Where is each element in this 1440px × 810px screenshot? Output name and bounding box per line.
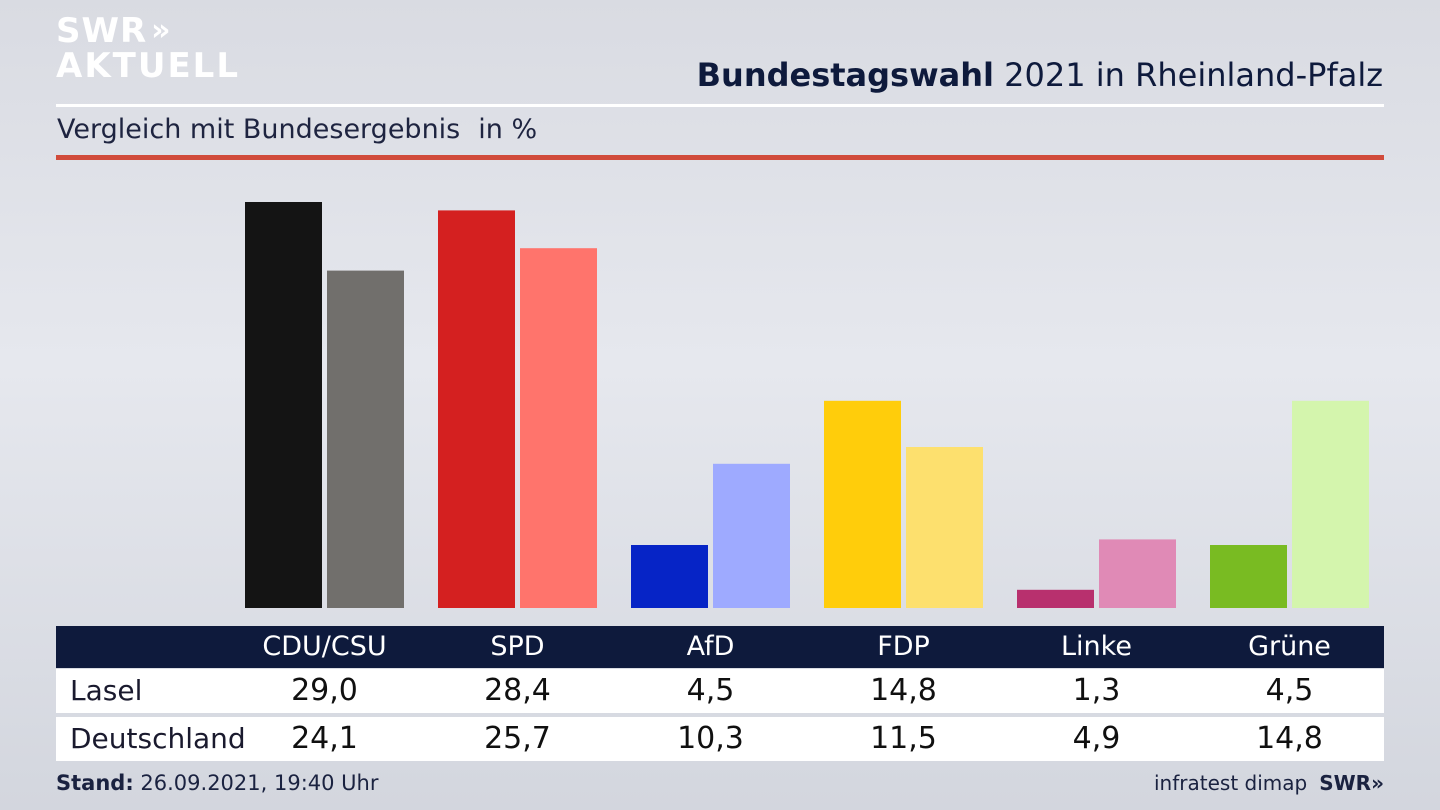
category-label-linke: Linke [1061,631,1132,662]
value-afd-deutschland: 10,3 [677,721,744,756]
chart-title-rest: 2021 in Rheinland-Pfalz [994,56,1383,94]
value-gr-ne-lasel: 4,5 [1265,673,1314,708]
chart-title-bold: Bundestagswahl [696,56,994,94]
bar-linke-lasel [1017,589,1094,608]
timestamp: Stand: 26.09.2021, 19:40 Uhr [56,771,379,795]
timestamp-label: Stand: [56,771,134,795]
bar-spd-lasel [438,210,515,608]
value-fdp-lasel: 14,8 [870,673,937,708]
table-row-deutschland: Deutschland 24,1 25,7 10,3 11,5 4,9 14,8 [56,717,1384,761]
bar-fdp-lasel [824,400,901,608]
bar-linke-deutschland [1099,539,1176,608]
value-gr-ne-deutschland: 14,8 [1256,721,1323,756]
logo-swr-text: SWR [56,11,148,51]
value-linke-lasel: 1,3 [1072,673,1121,708]
bar-cdu-csu-deutschland [327,270,404,608]
source-credit: infratest dimap SWR» [1154,771,1384,795]
subtitle-unit: in % [478,114,538,145]
table-row-lasel: Lasel 29,0 28,4 4,5 14,8 1,3 4,5 [56,669,1384,713]
category-label-spd: SPD [490,631,545,662]
timestamp-value: 26.09.2021, 19:40 Uhr [133,771,379,795]
category-label-afd: AfD [686,631,735,662]
logo-aktuell-text: AKTUELL [56,46,241,86]
category-label-fdp: FDP [877,631,930,662]
swr-aktuell-logo: SWR » AKTUELL [56,14,240,83]
value-spd-deutschland: 25,7 [484,721,551,756]
category-header-row: CDU/CSU SPD AfD FDP Linke Grüne [56,626,1384,668]
bar-gr-ne-lasel [1210,545,1287,608]
row-label-lasel: Lasel [70,674,143,707]
category-label-cdu-csu: CDU/CSU [262,631,387,662]
value-cdu-csu-lasel: 29,0 [291,673,358,708]
value-cdu-csu-deutschland: 24,1 [291,721,358,756]
value-spd-lasel: 28,4 [484,673,551,708]
header-divider [56,104,1384,107]
chart-title: Bundestagswahl 2021 in Rheinland-Pfalz [697,56,1383,94]
row-label-deutschland: Deutschland [70,722,246,755]
bar-spd-deutschland [520,248,597,608]
bar-cdu-csu-lasel [245,202,322,608]
bar-afd-deutschland [713,463,790,608]
source-text: infratest dimap [1154,771,1308,795]
bar-gr-ne-deutschland [1292,400,1369,608]
value-afd-lasel: 4,5 [686,673,735,708]
swr-small-logo: SWR» [1319,771,1384,795]
subtitle-text: Vergleich mit Bundesergebnis [57,114,461,145]
chart-subtitle: Vergleich mit Bundesergebnis in % [57,114,537,145]
category-label-gr-ne: Grüne [1248,631,1331,662]
subtitle-divider [56,155,1384,160]
bar-fdp-deutschland [906,447,983,608]
value-linke-deutschland: 4,9 [1072,721,1121,756]
bar-afd-lasel [631,545,708,608]
value-fdp-deutschland: 11,5 [870,721,937,756]
